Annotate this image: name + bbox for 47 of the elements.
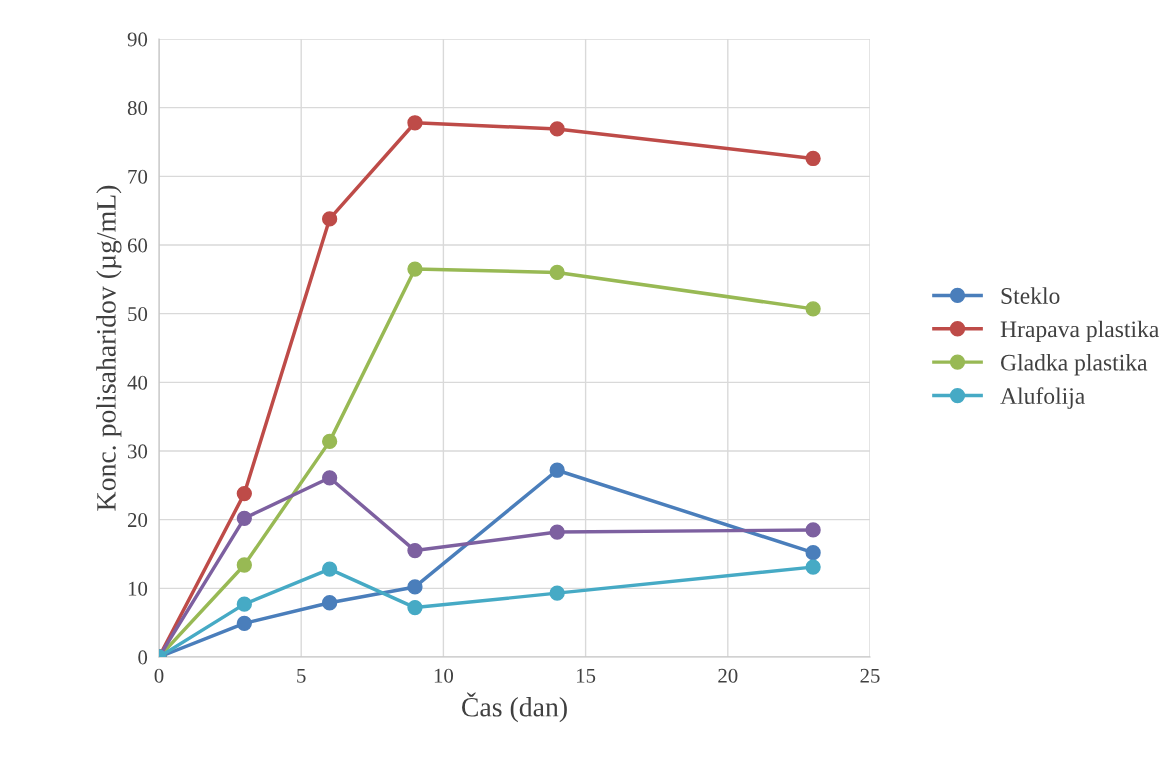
point (407, 542, 423, 559)
point (549, 121, 565, 137)
point (407, 579, 423, 595)
point (805, 150, 821, 167)
x-tick-label: 10 (434, 668, 454, 683)
y-tick-label: 70 (128, 169, 148, 184)
point (322, 470, 338, 486)
y-tick-label: 90 (127, 32, 148, 47)
y-tick-label: 10 (128, 581, 148, 596)
x-tick-label: 20 (718, 668, 738, 683)
point (236, 557, 252, 573)
point (322, 211, 338, 227)
point (236, 485, 252, 502)
y-tick-label: 60 (127, 238, 148, 253)
y-tick-label: 40 (127, 375, 148, 390)
y-tick-label: 80 (127, 101, 148, 116)
point (322, 433, 338, 450)
point (549, 462, 565, 478)
y-tick-label: 0 (138, 650, 148, 665)
point (407, 115, 423, 131)
point (549, 524, 565, 540)
x-tick-label: 15 (577, 668, 596, 683)
point (805, 559, 821, 575)
legend-label: Gladka plastika (1000, 354, 1148, 376)
y-tick-label: 30 (128, 444, 148, 459)
point (805, 544, 821, 561)
x-tick-label: 5 (297, 668, 306, 683)
legend-label: Hrapava plastika (1000, 320, 1159, 343)
point (805, 522, 821, 538)
legend-label: Alufolija (1000, 387, 1085, 409)
x-tick-label: 25 (860, 668, 880, 683)
x-axis-title: Čas (dan) (462, 692, 567, 723)
point (236, 615, 252, 631)
point (407, 599, 423, 616)
y-tick-label: 50 (128, 307, 148, 322)
y-axis-title: Konc. polisaharidov (µg/mL) (96, 185, 122, 511)
y-tick-label: 20 (127, 513, 148, 528)
point (805, 301, 821, 317)
point (236, 596, 252, 612)
point (407, 261, 423, 277)
point (236, 510, 252, 526)
legend-label: Steklo (1001, 287, 1060, 304)
point (549, 585, 565, 601)
point (322, 561, 338, 577)
x-tick-label: 0 (154, 668, 164, 683)
point (549, 264, 565, 281)
point (322, 595, 338, 611)
